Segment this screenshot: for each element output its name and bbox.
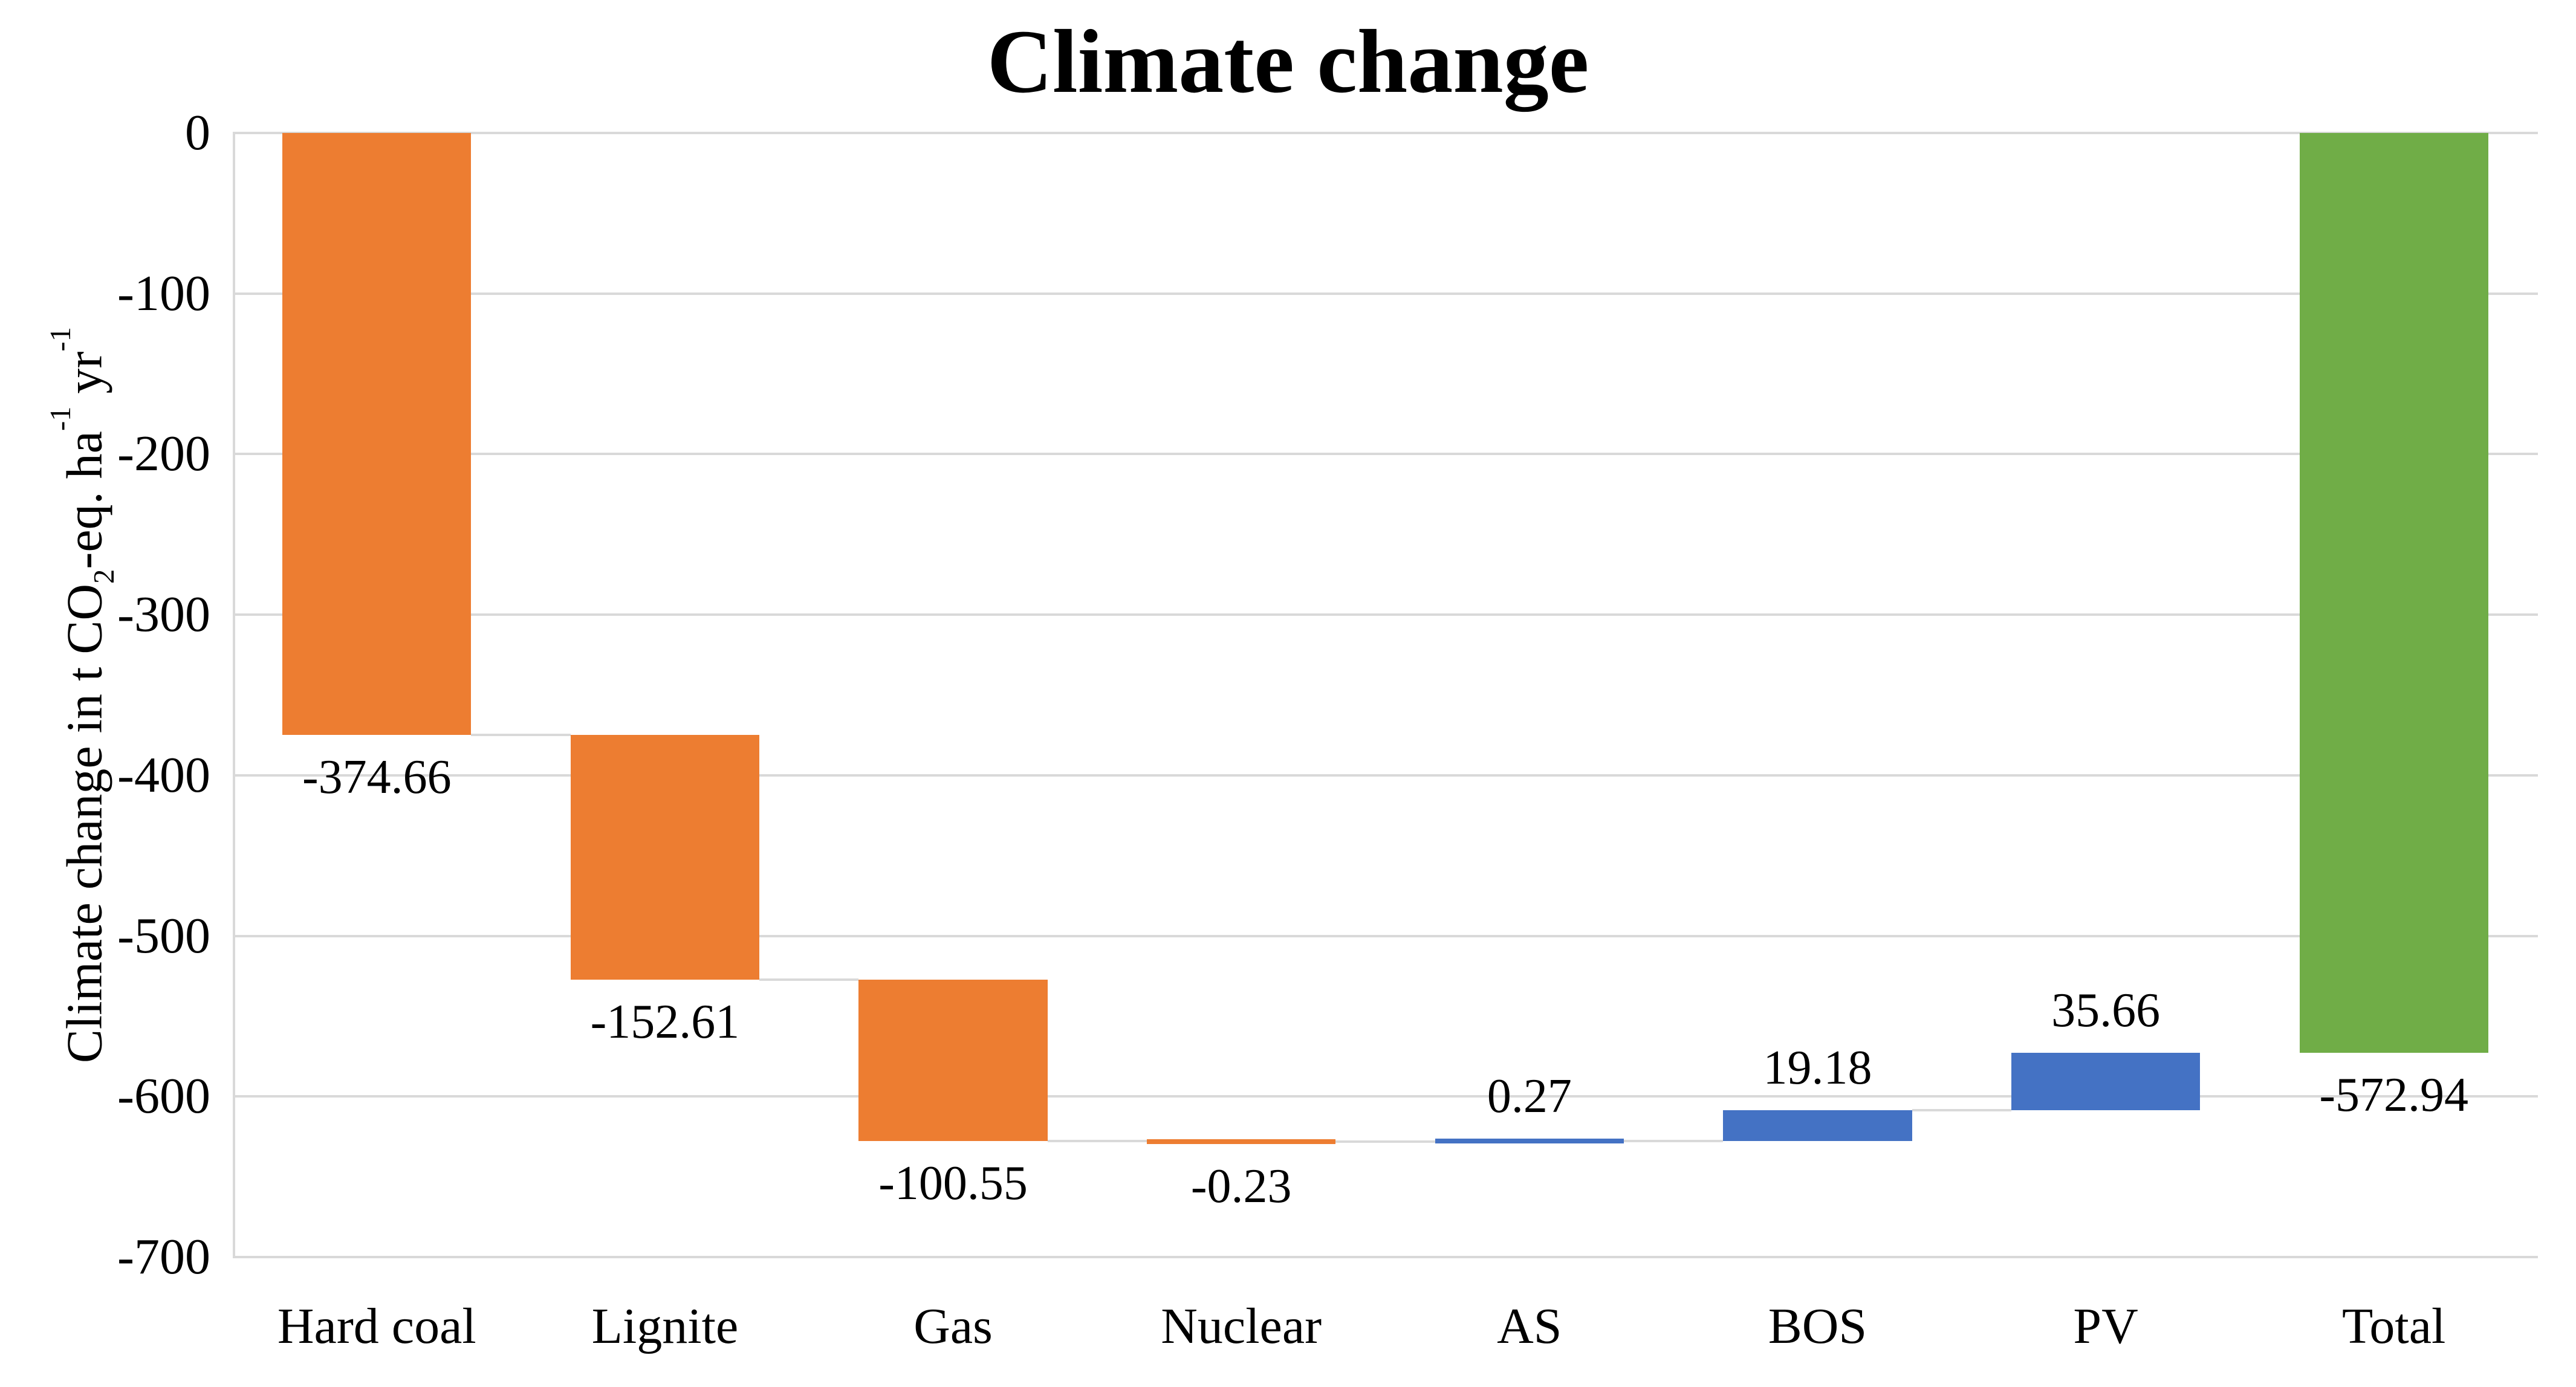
y-axis-title-text: Climate change in t CO xyxy=(56,583,113,1064)
x-category-label-as: AS xyxy=(1497,1298,1562,1354)
bar-value-label-as: 0.27 xyxy=(1487,1070,1572,1124)
bar-value-label-gas: -100.55 xyxy=(878,1157,1028,1211)
gridline xyxy=(233,774,2538,777)
gridline xyxy=(233,1256,2538,1258)
waterfall-connector xyxy=(1047,1140,1147,1143)
y-tick-label: 0 xyxy=(185,105,210,161)
chart-title: Climate change xyxy=(987,11,1589,112)
bar-nuclear xyxy=(1147,1139,1336,1144)
bar-value-label-hard-coal: -374.66 xyxy=(302,750,452,804)
x-category-label-total: Total xyxy=(2341,1298,2446,1354)
bar-hard-coal xyxy=(282,133,472,735)
bar-total xyxy=(2299,133,2488,1053)
bar-value-label-nuclear: -0.23 xyxy=(1190,1159,1292,1213)
waterfall-connector xyxy=(471,733,571,736)
waterfall-connector xyxy=(1335,1140,1435,1143)
y-tick-label: -500 xyxy=(117,907,210,964)
y-tick-label: -200 xyxy=(117,425,210,482)
bar-value-label-total: -572.94 xyxy=(2319,1069,2468,1122)
y-axis-title-text: yr xyxy=(56,351,113,407)
bar-bos xyxy=(1723,1110,1912,1142)
bar-value-label-bos: 19.18 xyxy=(1763,1041,1872,1095)
bar-lignite xyxy=(570,734,760,980)
waterfall-connector xyxy=(759,978,859,981)
waterfall-connector xyxy=(1912,1109,2011,1112)
bar-value-label-pv: 35.66 xyxy=(2051,984,2161,1038)
bar-value-label-lignite: -152.61 xyxy=(590,995,740,1049)
y-tick-label: -600 xyxy=(117,1068,210,1125)
x-category-label-lignite: Lignite xyxy=(591,1298,739,1354)
gridline xyxy=(233,292,2538,295)
gridline xyxy=(233,132,2538,134)
x-category-label-hard-coal: Hard coal xyxy=(277,1298,476,1354)
waterfall-connector xyxy=(1623,1140,1724,1143)
y-tick-label: -400 xyxy=(117,746,210,803)
bar-as xyxy=(1435,1139,1624,1144)
x-category-label-bos: BOS xyxy=(1768,1298,1867,1354)
gridline xyxy=(233,934,2538,937)
y-axis-title-subscript: 2 xyxy=(87,569,120,584)
gridline xyxy=(233,453,2538,456)
y-tick-label: -100 xyxy=(117,265,210,322)
gridline xyxy=(233,1095,2538,1098)
bar-pv xyxy=(2011,1053,2201,1111)
y-tick-label: -700 xyxy=(117,1229,210,1285)
y-axis-line xyxy=(233,133,235,1257)
gridline xyxy=(233,613,2538,616)
y-axis-title-superscript: -1 xyxy=(44,326,77,352)
bar-gas xyxy=(858,980,1048,1142)
y-tick-label: -300 xyxy=(117,586,210,643)
x-category-label-pv: PV xyxy=(2073,1298,2138,1354)
x-category-label-nuclear: Nuclear xyxy=(1161,1298,1322,1354)
x-category-label-gas: Gas xyxy=(913,1298,993,1354)
